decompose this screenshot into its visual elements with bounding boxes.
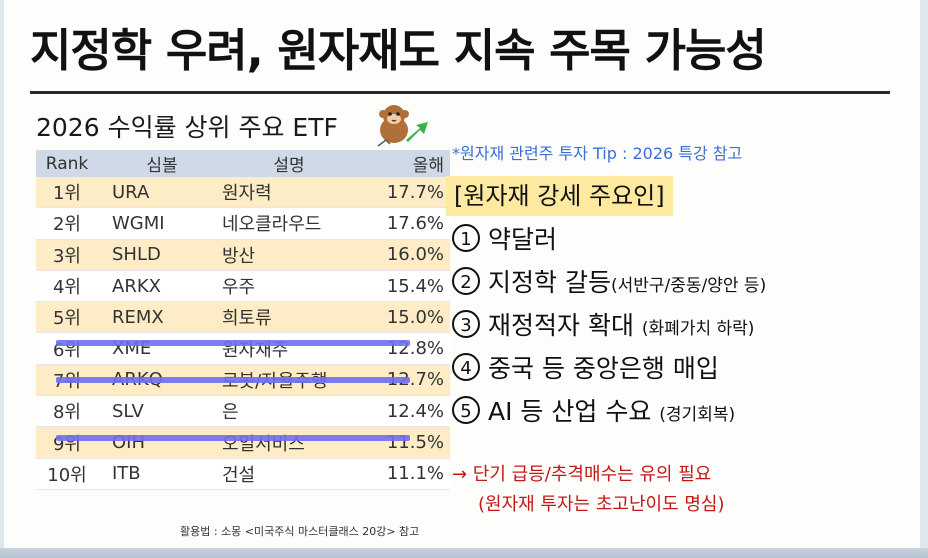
cell-description: 건설 [212, 458, 356, 490]
cell-return: 12.8% [356, 332, 450, 365]
cell-symbol: URA [98, 177, 212, 209]
cell-return: 11.1% [356, 458, 450, 490]
circled-number-icon: 4 [452, 353, 480, 381]
cell-rank: 5위 [36, 301, 98, 334]
factor-item: 3 재정적자 확대 (화폐가치 하락) [452, 306, 754, 349]
highlight-underline-slv [56, 435, 410, 441]
header-description: 설명 [212, 150, 356, 177]
factor-item: 2 지정학 갈등(서반구/중동/양안 등) [452, 263, 766, 306]
etf-table: Rank 심볼 설명 올해 1위 URA 원자력 17.7% 2위 WGMI 네… [36, 150, 450, 490]
table-row: 5위 REMX 희토류 15.0% [36, 301, 450, 334]
table-row: 2위 WGMI 네오클라우드 17.6% [36, 207, 450, 240]
table-header-row: Rank 심볼 설명 올해 [36, 150, 450, 177]
table-row: 4위 ARKX 우주 15.4% [36, 270, 450, 303]
cell-rank: 2위 [36, 207, 98, 240]
cell-description: 오일서비스 [212, 426, 356, 459]
cell-description: 희토류 [212, 301, 356, 334]
table-row: 3위 SHLD 방산 16.0% [36, 239, 450, 271]
cell-return: 16.0% [356, 239, 450, 271]
factor-text: 약달러 [488, 225, 558, 254]
factor-item: 4 중국 등 중앙은행 매입 [452, 349, 719, 389]
cell-return: 17.7% [356, 177, 450, 209]
factor-item: 5 AI 등 산업 수요 (경기회복) [452, 392, 735, 435]
cell-rank: 1위 [36, 177, 98, 209]
factor-text: AI 등 산업 수요 [488, 397, 652, 426]
cell-rank: 6위 [36, 332, 98, 365]
cell-symbol: SLV [98, 395, 212, 428]
header-symbol: 심볼 [98, 150, 212, 177]
title-divider [30, 91, 890, 94]
warning-line-2: (원자재 투자는 초고난이도 명심) [478, 494, 725, 515]
cell-symbol: XME [98, 332, 212, 365]
cell-symbol: WGMI [98, 207, 212, 240]
cell-description: 방산 [212, 239, 356, 271]
highlight-underline-remx [56, 340, 410, 346]
table-row: 8위 SLV 은 12.4% [36, 395, 450, 428]
cell-rank: 9위 [36, 426, 98, 459]
cell-description: 원자력 [212, 177, 356, 209]
circled-number-icon: 3 [452, 310, 480, 338]
table-row: 10위 ITB 건설 11.1% [36, 458, 450, 490]
circled-number-icon: 2 [452, 267, 480, 295]
cell-symbol: SHLD [98, 239, 212, 271]
cell-return: 17.6% [356, 207, 450, 240]
cell-return: 15.0% [356, 301, 450, 334]
factor-subtext: (화폐가치 하락) [641, 319, 755, 339]
factors-heading: [원자재 강세 주요인] [446, 176, 673, 216]
cell-return: 11.5% [356, 426, 450, 459]
circled-number-icon: 5 [452, 396, 480, 424]
cell-return: 15.4% [356, 270, 450, 303]
cell-description: 우주 [212, 270, 356, 303]
cell-return: 12.4% [356, 395, 450, 428]
cell-description: 원자재주 [212, 332, 356, 365]
header-rank: Rank [36, 150, 98, 177]
table-row: 6위 XME 원자재주 12.8% [36, 332, 450, 365]
circled-number-icon: 1 [452, 224, 480, 252]
factor-subtext: (경기회복) [659, 405, 736, 425]
cell-description: 네오클라우드 [212, 207, 356, 240]
source-note: 활용법 : 소몽 <미국주식 마스터클래스 20강> 참고 [180, 525, 420, 538]
cell-rank: 10위 [36, 458, 98, 490]
warning-line-1: → 단기 급등/추격매수는 유의 필요 [452, 464, 712, 485]
slide-title: 지정학 우려, 원자재도 지속 주목 가능성 [30, 24, 767, 77]
header-return: 올해 [356, 150, 450, 177]
cell-rank: 3위 [36, 239, 98, 271]
factor-text: 재정적자 확대 [488, 311, 634, 340]
factor-text: 중국 등 중앙은행 매입 [488, 354, 719, 383]
factor-item: 1 약달러 [452, 220, 557, 260]
table-row: 9위 OIH 오일서비스 11.5% [36, 426, 450, 459]
cell-rank: 4위 [36, 270, 98, 303]
table-title: 2026 수익률 상위 주요 ETF [36, 113, 338, 142]
bottom-strip [0, 548, 928, 558]
factor-text: 지정학 갈등 [488, 268, 611, 297]
cell-symbol: OIH [98, 426, 212, 459]
highlight-underline-xme [56, 377, 410, 383]
factor-subtext: (서반구/중동/양안 등) [610, 276, 767, 296]
cell-description: 은 [212, 395, 356, 428]
cell-symbol: REMX [98, 301, 212, 334]
cell-rank: 8위 [36, 395, 98, 428]
monkey-mascot-icon [377, 105, 428, 147]
table-row: 1위 URA 원자력 17.7% [36, 177, 450, 209]
cell-symbol: ARKX [98, 270, 212, 303]
cell-symbol: ITB [98, 458, 212, 490]
tip-text: *원자재 관련주 투자 Tip : 2026 특강 참고 [452, 144, 743, 163]
